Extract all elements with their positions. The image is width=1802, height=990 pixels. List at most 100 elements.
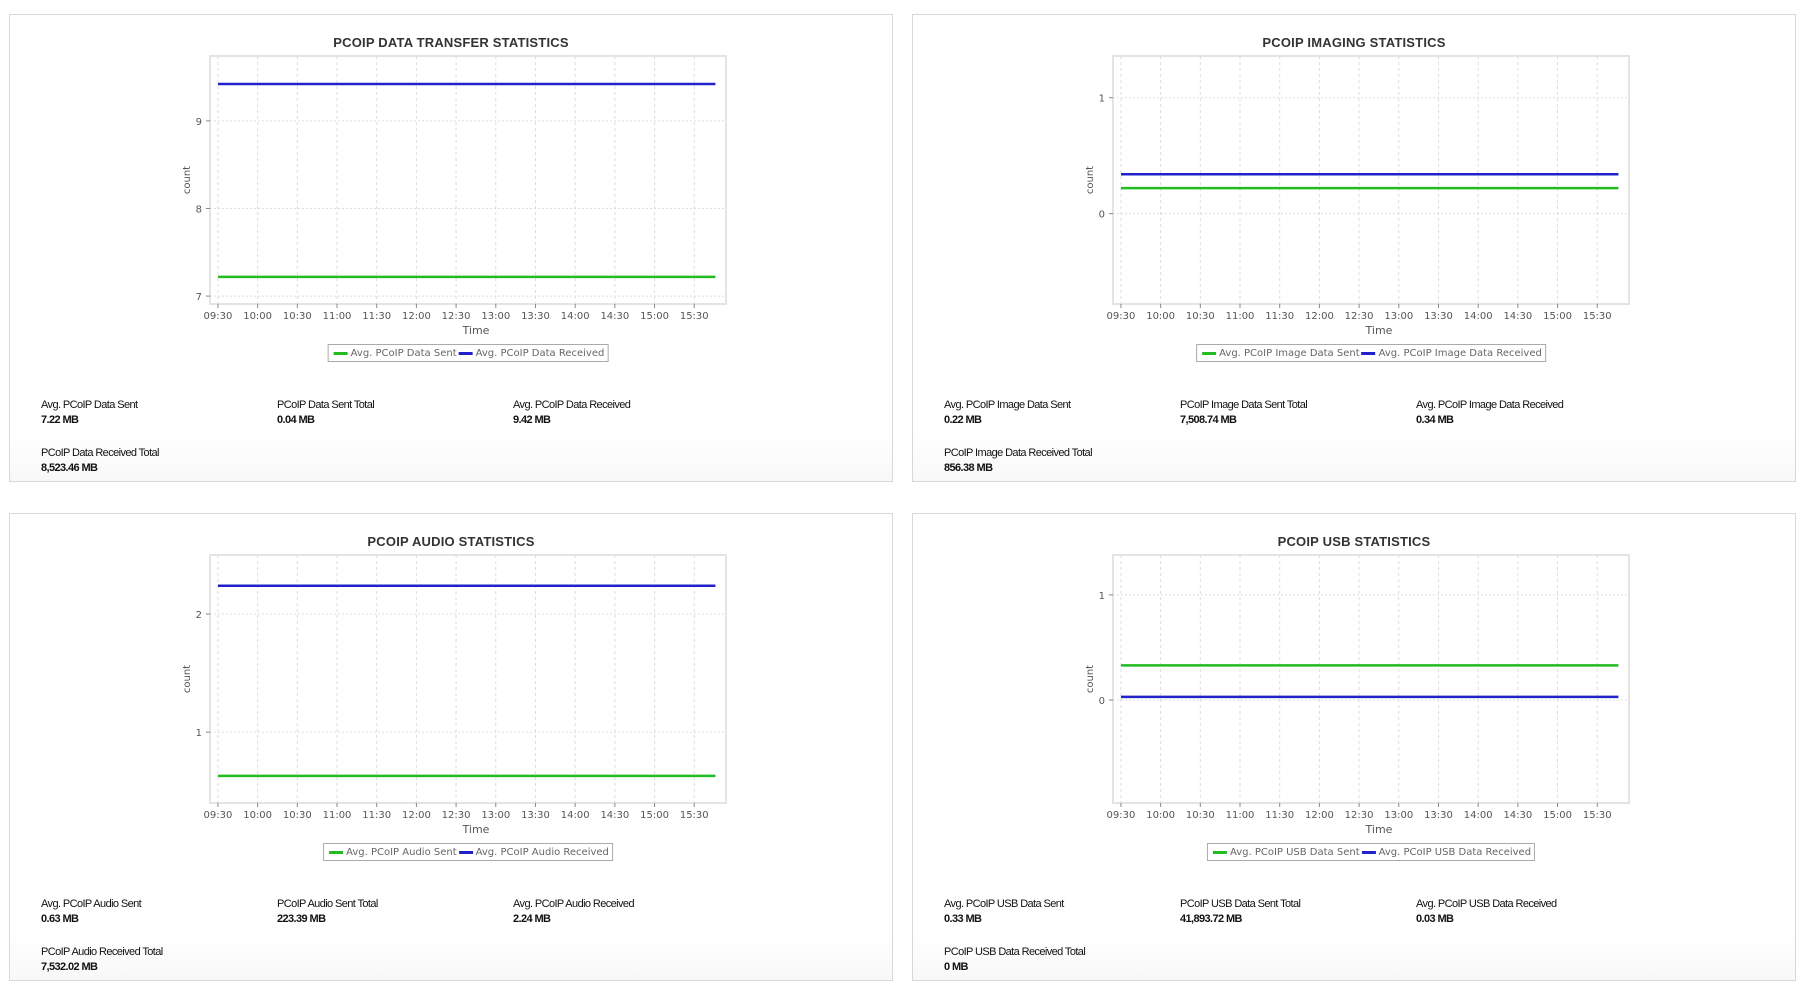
- plot-area: [1112, 554, 1630, 804]
- y-axis-label: count: [1085, 665, 1096, 693]
- stat-label: Avg. PCoIP USB Data Sent: [944, 898, 1064, 910]
- stat-label: PCoIP Data Sent Total: [277, 399, 375, 411]
- legend-label: Avg. PCoIP USB Data Received: [1378, 846, 1532, 858]
- x-tick-label: 12:30: [442, 311, 471, 322]
- stat-value: 0.22 MB: [944, 414, 982, 426]
- x-tick-label: 11:30: [362, 311, 391, 322]
- stat-item: PCoIP Image Data Received Total 856.38 MB: [944, 446, 1093, 476]
- plot-area: [209, 55, 727, 305]
- legend-swatch: [329, 850, 344, 854]
- stat-label: Avg. PCoIP Audio Sent: [41, 898, 142, 910]
- y-tick-label: 0: [1099, 696, 1105, 707]
- x-tick-label: 15:30: [1583, 810, 1612, 821]
- chart-legend: Avg. PCoIP USB Data Sent Avg. PCoIP USB D…: [1206, 843, 1536, 861]
- x-tick-label: 14:30: [1503, 311, 1532, 322]
- y-tick-label: 1: [1099, 591, 1105, 602]
- panel-usb: PCOIP USB STATISTICS 09:30 10:00 10:30 11:00…: [912, 513, 1796, 981]
- y-tick-label: 0: [1099, 210, 1105, 221]
- x-tick-label: 13:00: [481, 810, 510, 821]
- legend-swatch: [1361, 850, 1376, 854]
- stat-value: 223.39 MB: [277, 913, 326, 925]
- x-tick-label: 11:30: [1265, 311, 1294, 322]
- x-tick-label: 14:30: [600, 311, 629, 322]
- stat-label: Avg. PCoIP Audio Received: [513, 898, 635, 910]
- panel-title: PCOIP IMAGING STATISTICS: [1262, 35, 1446, 50]
- legend-label: Avg. PCoIP Data Received: [475, 347, 605, 359]
- x-tick-label: 10:30: [283, 810, 312, 821]
- legend-label: Avg. PCoIP Image Data Sent: [1219, 347, 1360, 359]
- line-chart: 09:30 10:00 10:30 11:00 11:30 12:00 12:30 13:00…: [1085, 55, 1630, 337]
- x-tick-label: 14:00: [1464, 311, 1493, 322]
- plot-area: [1112, 55, 1630, 305]
- x-axis-label: Time: [462, 823, 490, 836]
- legend-swatch: [333, 351, 348, 355]
- x-tick-label: 15:00: [1543, 810, 1572, 821]
- x-tick-label: 12:30: [1345, 810, 1374, 821]
- stat-item: Avg. PCoIP Audio Received 2.24 MB: [513, 897, 635, 927]
- stat-value: 9.42 MB: [513, 414, 551, 426]
- x-tick-label: 09:30: [204, 810, 233, 821]
- panel-imaging: PCOIP IMAGING STATISTICS 09:30 10:00 10:30 1…: [912, 14, 1796, 482]
- stat-value: 0.03 MB: [1416, 913, 1454, 925]
- x-tick-label: 09:30: [1107, 810, 1136, 821]
- panel-data-transfer: PCOIP DATA TRANSFER STATISTICS 09:30 10:00…: [9, 14, 893, 482]
- stat-label: Avg. PCoIP Image Data Sent: [944, 399, 1071, 411]
- y-tick-label: 2: [196, 610, 202, 621]
- chart-legend: Avg. PCoIP Audio Sent Avg. PCoIP Audio Re…: [323, 843, 613, 861]
- stat-value: 7.22 MB: [41, 414, 79, 426]
- x-tick-label: 10:30: [1186, 810, 1215, 821]
- stat-value: 2.24 MB: [513, 913, 551, 925]
- x-tick-label: 13:30: [521, 810, 550, 821]
- x-tick-label: 11:30: [362, 810, 391, 821]
- stat-item: Avg. PCoIP Image Data Sent 0.22 MB: [944, 398, 1071, 428]
- panel-audio: PCOIP AUDIO STATISTICS 09:30 10:00 10:30 11:…: [9, 513, 893, 981]
- chart-legend: Avg. PCoIP Data Sent Avg. PCoIP Data Rece…: [327, 344, 609, 362]
- stat-item: Avg. PCoIP Image Data Received 0.34 MB: [1416, 398, 1564, 428]
- x-tick-label: 12:00: [1305, 311, 1334, 322]
- x-tick-label: 12:00: [402, 311, 431, 322]
- legend-label: Avg. PCoIP Image Data Received: [1378, 347, 1542, 359]
- x-tick-label: 11:30: [1265, 810, 1294, 821]
- stat-label: Avg. PCoIP Data Received: [513, 399, 631, 411]
- x-tick-label: 15:00: [640, 311, 669, 322]
- x-axis-label: Time: [1365, 823, 1393, 836]
- stat-item: Avg. PCoIP USB Data Sent 0.33 MB: [944, 897, 1064, 927]
- stat-item: PCoIP Audio Sent Total 223.39 MB: [277, 897, 378, 927]
- x-tick-label: 12:30: [442, 810, 471, 821]
- x-tick-label: 14:00: [561, 311, 590, 322]
- x-tick-label: 13:00: [481, 311, 510, 322]
- legend-label: Avg. PCoIP Audio Received: [475, 846, 609, 858]
- stat-label: PCoIP Data Received Total: [41, 447, 160, 459]
- stat-item: PCoIP USB Data Received Total 0 MB: [944, 945, 1086, 975]
- x-tick-label: 09:30: [204, 311, 233, 322]
- stat-label: PCoIP Image Data Sent Total: [1180, 399, 1308, 411]
- y-axis-label: count: [1085, 166, 1096, 194]
- x-tick-label: 11:00: [1226, 311, 1255, 322]
- stat-item: Avg. PCoIP Data Received 9.42 MB: [513, 398, 631, 428]
- x-tick-label: 13:00: [1384, 810, 1413, 821]
- x-tick-label: 12:00: [402, 810, 431, 821]
- x-tick-label: 10:00: [1146, 810, 1175, 821]
- y-tick-label: 7: [196, 292, 202, 303]
- stat-value: 7,532.02 MB: [41, 961, 98, 973]
- y-axis-label: count: [182, 665, 193, 693]
- stat-value: 0 MB: [944, 961, 968, 973]
- x-tick-label: 10:00: [243, 810, 272, 821]
- stat-item: PCoIP Data Received Total 8,523.46 MB: [41, 446, 160, 476]
- stat-label: PCoIP Image Data Received Total: [944, 447, 1093, 459]
- line-chart: 09:30 10:00 10:30 11:00 11:30 12:00 12:30 13:00…: [1085, 554, 1630, 836]
- x-tick-label: 10:00: [1146, 311, 1175, 322]
- x-tick-label: 13:30: [1424, 810, 1453, 821]
- stat-item: PCoIP Data Sent Total 0.04 MB: [277, 398, 375, 428]
- x-tick-label: 15:30: [680, 810, 709, 821]
- x-tick-label: 10:30: [1186, 311, 1215, 322]
- x-tick-label: 14:30: [1503, 810, 1532, 821]
- stat-label: PCoIP Audio Sent Total: [277, 898, 378, 910]
- stat-value: 0.63 MB: [41, 913, 79, 925]
- x-tick-label: 15:30: [1583, 311, 1612, 322]
- stat-item: PCoIP Audio Received Total 7,532.02 MB: [41, 945, 163, 975]
- legend-swatch: [458, 351, 473, 355]
- stat-value: 7,508.74 MB: [1180, 414, 1237, 426]
- line-chart: 09:30 10:00 10:30 11:00 11:30 12:00 12:30 13:00…: [182, 554, 727, 836]
- panel-title: PCOIP AUDIO STATISTICS: [367, 534, 535, 549]
